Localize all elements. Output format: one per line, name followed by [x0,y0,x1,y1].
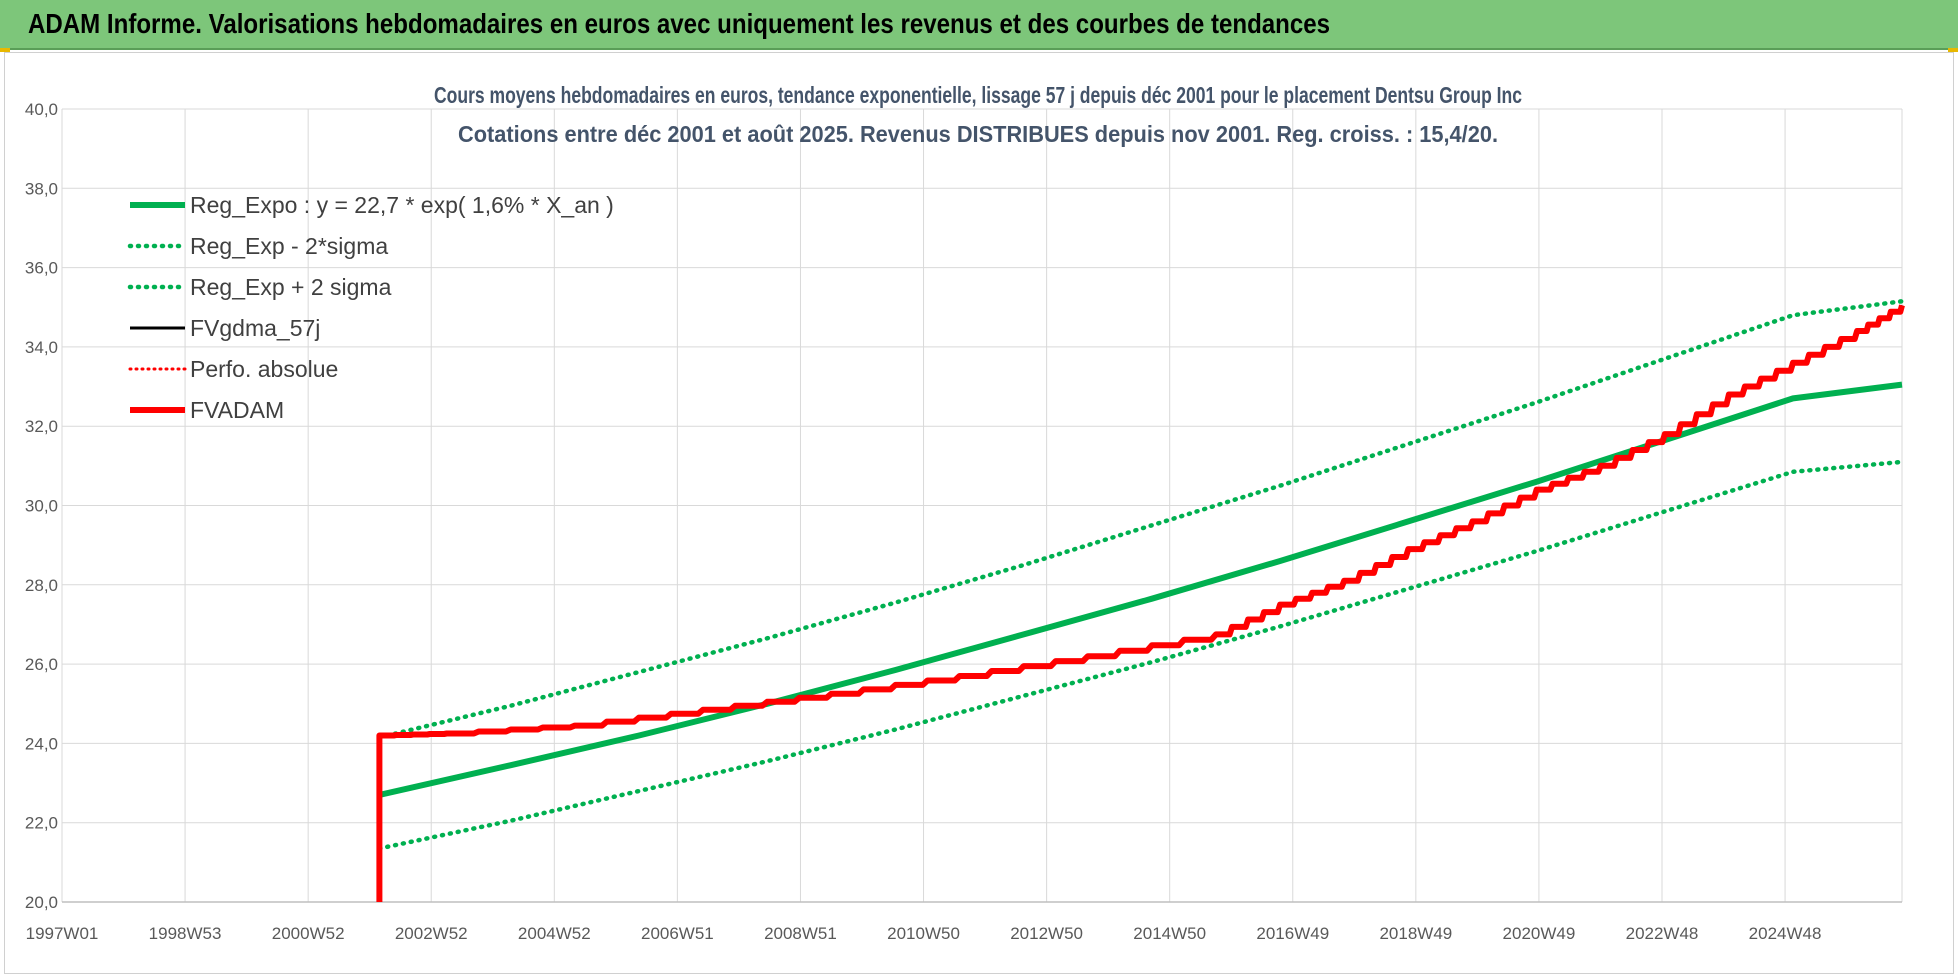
corner-mark-left [0,48,10,52]
x-tick-label: 2002W52 [395,924,468,943]
legend-label: FVADAM [190,397,284,423]
grid-lines [61,108,1903,903]
series-group [376,299,1905,902]
x-tick-label: 2000W52 [272,924,345,943]
x-tick-label: 1997W01 [26,924,99,943]
report-banner: ADAM Informe. Valorisations hebdomadaire… [0,0,1958,50]
series-line-2 [377,299,1905,740]
y-tick-label: 24,0 [25,734,58,753]
corner-mark-right [1948,48,1958,52]
y-tick-label: 34,0 [25,338,58,357]
x-tick-label: 2016W49 [1256,924,1329,943]
x-tick-label: 2022W48 [1626,924,1699,943]
y-tick-label: 20,0 [25,893,58,912]
legend-label: Reg_Expo : y = 22,7 * exp( 1,6% * X_an ) [190,192,614,218]
x-tick-label: 2020W49 [1503,924,1576,943]
y-tick-label: 36,0 [25,259,58,278]
legend-label: Reg_Exp + 2 sigma [190,274,392,300]
y-tick-label: 32,0 [25,417,58,436]
x-tick-label: 2004W52 [518,924,591,943]
series-line-1 [377,459,1905,851]
legend-label: Perfo. absolue [190,356,338,382]
chart-frame [4,52,1954,974]
chart-subtitle: Cotations entre déc 2001 et août 2025. R… [458,121,1498,147]
y-tick-label: 38,0 [25,179,58,198]
y-tick-label: 28,0 [25,576,58,595]
axes: 1997W01 1998W53 2000W52 2002W52 2004W52 2006W… [25,100,1902,943]
x-tick-label: 2008W51 [764,924,837,943]
legend: Reg_Expo : y = 22,7 * exp( 1,6% * X_an )… [127,192,614,423]
x-tick-label: 2010W50 [887,924,960,943]
series-line-5 [376,304,1905,902]
legend-label: Reg_Exp - 2*sigma [190,233,388,259]
series-line-0 [378,381,1903,798]
y-tick-label: 30,0 [25,497,58,516]
x-tick-label: 1998W53 [149,924,222,943]
report-title: ADAM Informe. Valorisations hebdomadaire… [28,8,1331,39]
chart-title: Cours moyens hebdomadaires en euros, ten… [434,82,1522,108]
x-tick-label: 2006W51 [641,924,714,943]
y-tick-label: 22,0 [25,814,58,833]
y-tick-label: 40,0 [25,100,58,119]
x-tick-label: 2012W50 [1010,924,1083,943]
x-tick-label: 2014W50 [1133,924,1206,943]
x-tick-label: 2018W49 [1379,924,1452,943]
y-tick-label: 26,0 [25,655,58,674]
x-tick-label: 2024W48 [1749,924,1822,943]
legend-label: FVgdma_57j [190,315,320,341]
